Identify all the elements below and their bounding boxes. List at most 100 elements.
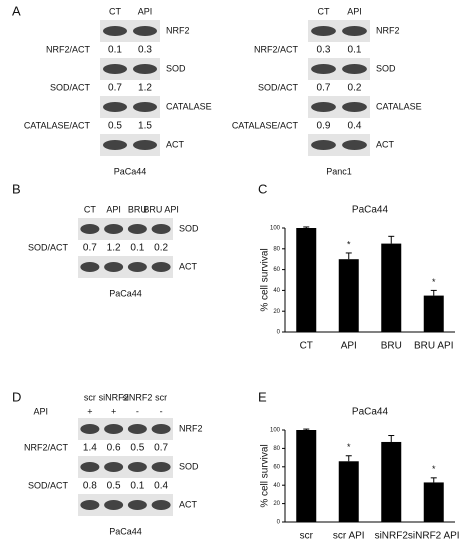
blot-strip: [78, 256, 173, 278]
ratio-value: 0.5: [108, 121, 122, 132]
chart-title: PaCa44: [352, 407, 389, 418]
ratio-value: 0.7: [154, 443, 168, 454]
blot-band: [133, 140, 157, 150]
band-label: ACT: [179, 261, 198, 271]
ratio-value: 0.1: [130, 243, 144, 254]
bar: [338, 461, 359, 522]
blot-band: [80, 500, 100, 510]
blot-caption: PaCa44: [114, 166, 147, 176]
ratio-value: 0.2: [154, 243, 168, 254]
bar: [296, 228, 317, 332]
blot-strip: [100, 134, 160, 156]
panel-label: A: [12, 3, 21, 18]
blot-band: [80, 262, 100, 272]
bar: [423, 295, 444, 332]
ratio-value: 0.1: [108, 45, 122, 56]
blot-band: [342, 140, 367, 150]
panel-label: D: [12, 389, 21, 404]
bar: [423, 482, 444, 522]
blot-band: [311, 64, 336, 74]
lane-label: siNRF2: [99, 392, 129, 402]
lane-label: BRU: [128, 204, 147, 214]
blot-strip: [100, 58, 160, 80]
ratio-label: CATALASE/ACT: [24, 120, 91, 130]
band-label: ACT: [179, 499, 198, 509]
ratio-value: 0.3: [317, 45, 331, 56]
blot-band: [104, 500, 124, 510]
band-label: ACT: [166, 139, 185, 149]
band-label: CATALASE: [166, 101, 212, 111]
x-tick-label: API: [341, 341, 357, 352]
blot-band: [127, 224, 147, 234]
lane-label: API: [138, 6, 153, 16]
significance-mark: *: [432, 277, 436, 287]
lane-label: CT: [318, 6, 330, 16]
blot-band: [133, 26, 157, 36]
band-label: NRF2: [179, 423, 203, 433]
y-tick-label: 80: [273, 446, 280, 452]
y-axis-label: % cell survival: [260, 248, 271, 311]
blot-band: [151, 500, 171, 510]
x-tick-label: BRU: [381, 341, 402, 352]
blot-band: [80, 224, 100, 234]
band-label: SOD: [166, 63, 186, 73]
significance-mark: *: [347, 239, 351, 249]
band-label: ACT: [376, 139, 395, 149]
blot-band: [127, 424, 147, 434]
blot-band: [342, 64, 367, 74]
blot-band: [103, 26, 127, 36]
y-tick-label: 60: [273, 267, 280, 273]
blot-strip: [308, 58, 370, 80]
y-axis-label: % cell survival: [260, 444, 271, 507]
blot-band: [151, 224, 171, 234]
treatment-mark: +: [87, 406, 92, 416]
blot-strip: [78, 218, 173, 240]
bar: [381, 243, 402, 332]
lane-label: BRU API: [143, 204, 179, 214]
ratio-value: 0.1: [130, 481, 144, 492]
y-tick-label: 20: [273, 309, 280, 315]
x-tick-label: scr API: [333, 531, 365, 542]
ratio-value: 0.5: [107, 481, 121, 492]
blot-band: [103, 64, 127, 74]
lane-label: API: [347, 6, 362, 16]
ratio-value: 0.2: [348, 83, 362, 94]
bar: [296, 430, 317, 522]
blot-band: [311, 140, 336, 150]
significance-mark: *: [347, 442, 351, 452]
blot-band: [80, 462, 100, 472]
blot-band: [311, 102, 336, 112]
blot-band: [127, 462, 147, 472]
blot-band: [103, 140, 127, 150]
x-tick-label: scr: [300, 531, 314, 542]
blot-caption: PaCa44: [109, 526, 142, 536]
ratio-value: 0.3: [138, 45, 152, 56]
blot-strip: [308, 134, 370, 156]
x-tick-label: siNRF2: [375, 531, 409, 542]
bar: [338, 259, 359, 332]
blot-strip: [78, 494, 173, 516]
blot-strip: [100, 96, 160, 118]
blot-band: [342, 26, 367, 36]
y-tick-label: 60: [273, 464, 280, 470]
ratio-value: 0.7: [83, 243, 97, 254]
blot-band: [311, 26, 336, 36]
lane-label: scr: [84, 392, 96, 402]
blot-strip: [308, 96, 370, 118]
y-tick-label: 100: [270, 226, 281, 232]
blot-caption: PaCa44: [109, 288, 142, 298]
blot-band: [104, 262, 124, 272]
ratio-value: 0.8: [83, 481, 97, 492]
lane-label: CT: [84, 204, 96, 214]
blot-caption: Panc1: [326, 166, 352, 176]
blot-band: [127, 262, 147, 272]
ratio-value: 0.7: [317, 83, 331, 94]
blot-band: [80, 424, 100, 434]
blot-band: [104, 424, 124, 434]
x-tick-label: CT: [300, 341, 313, 352]
y-tick-label: 0: [277, 330, 281, 336]
blot-strip: [100, 20, 160, 42]
y-tick-label: 40: [273, 288, 280, 294]
blot-strip: [78, 456, 173, 478]
